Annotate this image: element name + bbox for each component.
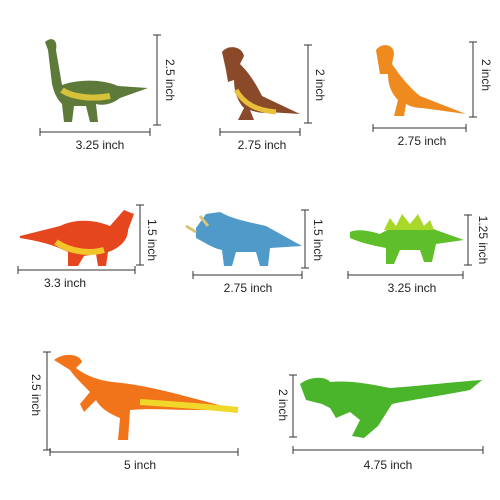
width-label: 4.75 inch (364, 458, 413, 472)
raptor (54, 354, 239, 440)
green-dinosaur (300, 377, 482, 438)
height-label: 2 inch (313, 69, 327, 101)
width-label: 2.75 inch (238, 138, 287, 152)
height-label: 1.5 inch (145, 219, 159, 261)
width-label: 2.75 inch (224, 281, 273, 295)
width-label: 3.3 inch (44, 276, 86, 290)
height-label: 1.5 inch (311, 219, 325, 261)
width-label: 3.25 inch (388, 281, 437, 295)
parasaurolophus (20, 210, 134, 266)
height-label: 2 inch (479, 59, 493, 91)
height-label: 2 inch (276, 389, 290, 421)
width-label: 5 inch (124, 458, 156, 472)
orange-dinosaur (376, 45, 466, 116)
height-label: 1.25 inch (476, 216, 490, 265)
width-label: 3.25 inch (76, 138, 125, 152)
t-rex (222, 47, 300, 120)
brachiosaurus (45, 39, 148, 122)
height-label: 2.5 inch (163, 59, 177, 101)
width-label: 2.75 inch (398, 134, 447, 148)
height-label: 2.5 inch (29, 374, 43, 416)
triceratops (185, 212, 302, 266)
stegosaurus (350, 214, 464, 264)
